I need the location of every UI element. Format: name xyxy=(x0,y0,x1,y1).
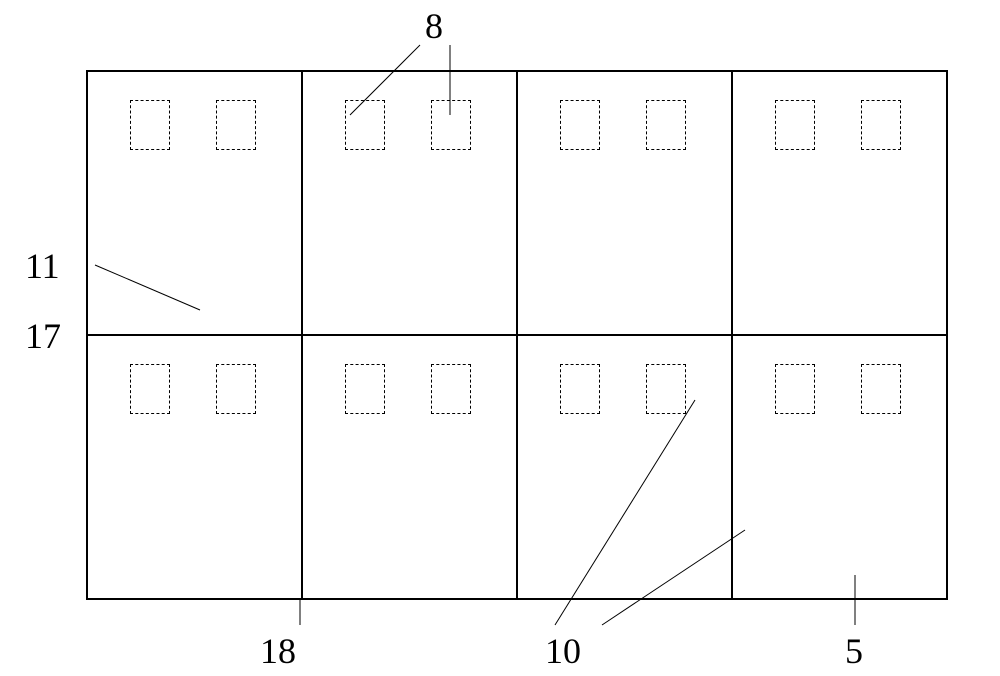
grid-cell xyxy=(87,71,302,335)
label-8: 8 xyxy=(425,5,443,47)
grid-cell xyxy=(302,335,517,599)
dashed-box xyxy=(216,100,256,150)
dashed-box xyxy=(646,100,686,150)
dashed-box xyxy=(861,364,901,414)
dashed-box xyxy=(775,364,815,414)
dashed-box xyxy=(560,364,600,414)
diagram-container: 8 11 17 18 10 5 xyxy=(0,0,1000,676)
grid-cell xyxy=(87,335,302,599)
dashed-box xyxy=(130,100,170,150)
grid-cell xyxy=(517,71,732,335)
dashed-box xyxy=(216,364,256,414)
grid-cell xyxy=(732,335,947,599)
grid-container xyxy=(86,70,948,600)
dashed-box xyxy=(431,100,471,150)
dashed-box xyxy=(345,364,385,414)
dashed-box xyxy=(130,364,170,414)
label-10: 10 xyxy=(545,630,581,672)
grid-cell xyxy=(732,71,947,335)
label-18: 18 xyxy=(260,630,296,672)
dashed-box xyxy=(775,100,815,150)
grid-cell xyxy=(302,71,517,335)
dashed-box xyxy=(646,364,686,414)
dashed-box xyxy=(431,364,471,414)
grid-cell xyxy=(517,335,732,599)
dashed-box xyxy=(345,100,385,150)
label-17: 17 xyxy=(25,315,61,357)
dashed-box xyxy=(861,100,901,150)
label-5: 5 xyxy=(845,630,863,672)
label-11: 11 xyxy=(25,245,60,287)
dashed-box xyxy=(560,100,600,150)
